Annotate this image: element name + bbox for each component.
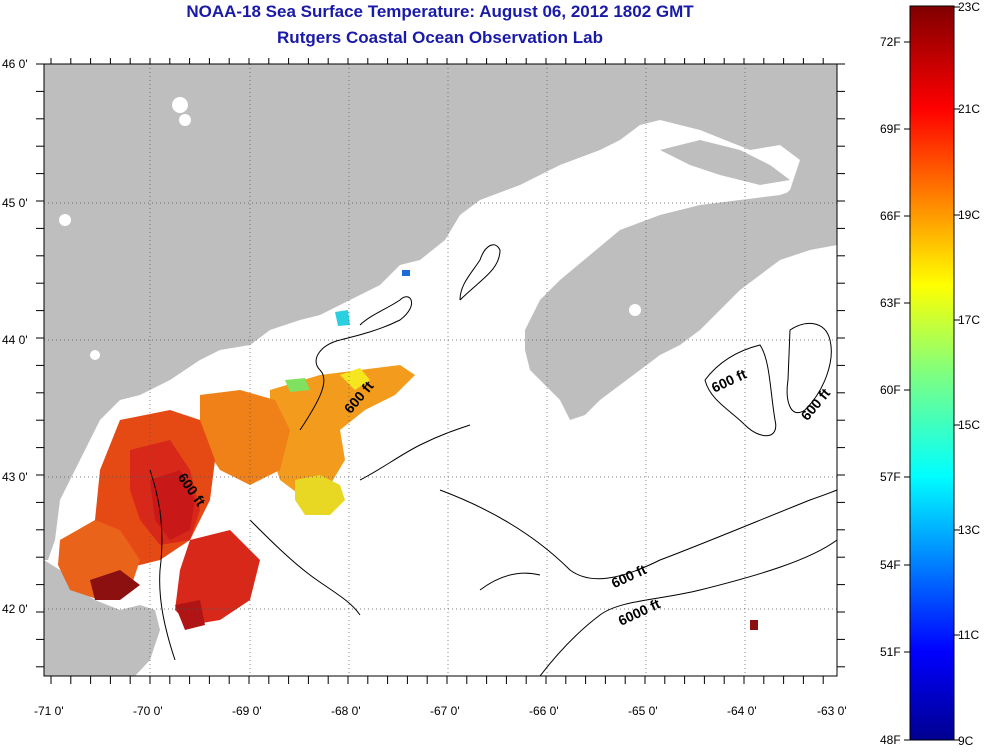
- colorbar-f-label: 57F: [880, 470, 901, 484]
- map-title: NOAA-18 Sea Surface Temperature: August …: [186, 2, 694, 21]
- colorbar-f-label: 48F: [880, 733, 901, 747]
- colorbar-c-label: 9C: [958, 734, 974, 748]
- colorbar-c-label: 23C: [958, 0, 981, 14]
- land-nova-scotia: [525, 180, 837, 420]
- bathymetry-contours: [149, 244, 837, 676]
- colorbar-c-label: 15C: [958, 418, 981, 432]
- colorbar-f-label: 63F: [880, 296, 901, 310]
- land-mainland: [44, 64, 837, 560]
- colorbar-c-label: 13C: [958, 523, 981, 537]
- colorbar-f-label: 51F: [880, 645, 901, 659]
- axis-ticks: [36, 58, 845, 684]
- lon-label: -63 0': [817, 704, 847, 718]
- colorbar-c-label: 19C: [958, 208, 981, 222]
- colorbar-f-label: 66F: [880, 209, 901, 223]
- colorbar-c-label: 21C: [958, 102, 981, 116]
- lon-label: -65 0': [628, 704, 658, 718]
- land-north-shore: [660, 140, 790, 185]
- lat-label: 45 0': [2, 196, 28, 210]
- colorbar-gradient: [909, 5, 955, 741]
- lat-label: 44 0': [2, 333, 28, 347]
- lon-label: -66 0': [529, 704, 559, 718]
- lon-label: -71 0': [34, 704, 64, 718]
- map-subtitle: Rutgers Coastal Ocean Observation Lab: [277, 28, 603, 47]
- lat-label: 46 0': [2, 57, 28, 71]
- lon-label: -64 0': [727, 704, 757, 718]
- colorbar-f-label: 54F: [880, 558, 901, 572]
- lon-label: -70 0': [133, 704, 163, 718]
- colorbar-f-label: 69F: [880, 122, 901, 136]
- sst-field: [58, 270, 758, 630]
- lon-label: -69 0': [232, 704, 262, 718]
- map-frame: [43, 63, 838, 677]
- lat-label: 42 0': [2, 602, 28, 616]
- lon-label: -68 0': [331, 704, 361, 718]
- colorbar-c-label: 11C: [958, 628, 980, 642]
- colorbar-f-label: 72F: [880, 35, 901, 49]
- colorbar-c-label: 17C: [958, 313, 981, 327]
- lat-label: 43 0': [2, 470, 28, 484]
- graticule: [44, 64, 837, 676]
- lon-label: -67 0': [430, 704, 460, 718]
- colorbar-ticks: [904, 6, 960, 741]
- colorbar-f-label: 60F: [880, 383, 901, 397]
